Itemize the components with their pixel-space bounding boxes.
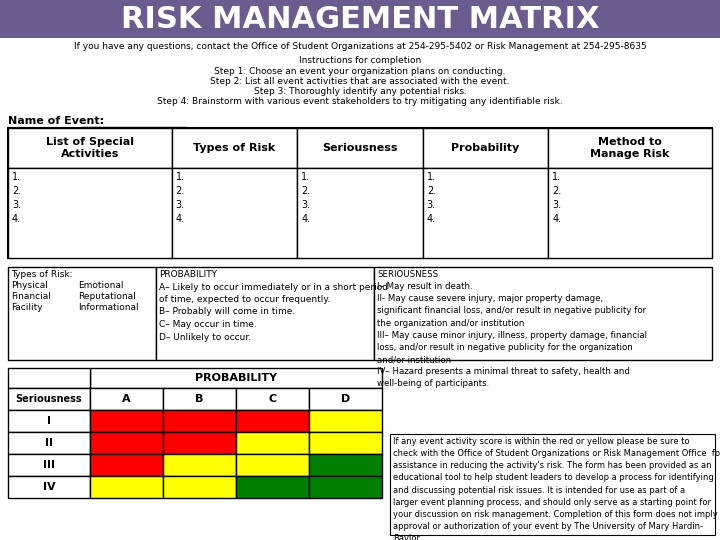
- Text: Probability: Probability: [451, 143, 520, 153]
- Text: SERIOUSNESS
I– May result in death.
II- May cause severe injury, major property : SERIOUSNESS I– May result in death. II- …: [377, 270, 647, 388]
- Bar: [423, 168, 549, 258]
- Bar: [8, 388, 90, 410]
- Text: B: B: [195, 394, 204, 404]
- Bar: [163, 476, 236, 498]
- Bar: [8, 267, 156, 360]
- Bar: [236, 454, 309, 476]
- Text: Step 3: Thoroughly identify any potential risks.: Step 3: Thoroughly identify any potentia…: [253, 87, 467, 96]
- Bar: [163, 454, 236, 476]
- Bar: [8, 128, 171, 168]
- Text: RISK MANAGEMENT MATRIX: RISK MANAGEMENT MATRIX: [121, 4, 599, 33]
- Text: If you have any questions, contact the Office of Student Organizations at 254-29: If you have any questions, contact the O…: [73, 42, 647, 51]
- Bar: [163, 432, 236, 454]
- Bar: [236, 388, 309, 410]
- Text: II: II: [45, 438, 53, 448]
- Bar: [297, 128, 423, 168]
- Bar: [297, 168, 423, 258]
- Bar: [309, 388, 382, 410]
- Text: I: I: [47, 416, 51, 426]
- Bar: [90, 388, 163, 410]
- Bar: [8, 410, 90, 432]
- Text: Emotional: Emotional: [78, 281, 124, 290]
- Text: PROBABILITY
A– Likely to occur immediately or in a short period
of time, expecte: PROBABILITY A– Likely to occur immediate…: [159, 270, 388, 341]
- Bar: [8, 432, 90, 454]
- Text: Types of Risk: Types of Risk: [193, 143, 276, 153]
- Text: Name of Event:: Name of Event:: [8, 116, 104, 126]
- Text: Instructions for completion: Instructions for completion: [299, 56, 421, 65]
- Text: 1.
2.
3.
4.: 1. 2. 3. 4.: [12, 172, 22, 224]
- Text: C: C: [269, 394, 276, 404]
- Bar: [171, 128, 297, 168]
- Text: 1.
2.
3.
4.: 1. 2. 3. 4.: [176, 172, 185, 224]
- Text: 1.
2.
3.
4.: 1. 2. 3. 4.: [552, 172, 562, 224]
- Bar: [8, 168, 171, 258]
- Bar: [8, 454, 90, 476]
- Bar: [549, 168, 712, 258]
- Text: Seriousness: Seriousness: [323, 143, 397, 153]
- Bar: [8, 128, 712, 258]
- Text: Seriousness: Seriousness: [16, 394, 82, 404]
- Bar: [309, 476, 382, 498]
- Bar: [90, 454, 163, 476]
- Text: IV: IV: [42, 482, 55, 492]
- Bar: [309, 454, 382, 476]
- Text: Reputational: Reputational: [78, 292, 136, 301]
- Text: Step 1: Choose an event your organization plans on conducting.: Step 1: Choose an event your organizatio…: [215, 67, 505, 76]
- Bar: [549, 128, 712, 168]
- Bar: [163, 388, 236, 410]
- Text: Facility: Facility: [11, 303, 42, 312]
- Bar: [236, 476, 309, 498]
- Text: If any event activity score is within the red or yellow please be sure to
check : If any event activity score is within th…: [393, 437, 720, 540]
- Bar: [423, 128, 549, 168]
- Bar: [90, 410, 163, 432]
- Bar: [390, 434, 715, 535]
- Bar: [236, 410, 309, 432]
- Bar: [374, 267, 712, 360]
- Bar: [90, 476, 163, 498]
- Bar: [156, 267, 374, 360]
- Bar: [90, 368, 382, 388]
- Bar: [309, 410, 382, 432]
- Bar: [309, 432, 382, 454]
- Bar: [163, 410, 236, 432]
- Text: Step 2: List all event activities that are associated with the event.: Step 2: List all event activities that a…: [210, 77, 510, 86]
- Text: PROBABILITY: PROBABILITY: [195, 373, 277, 383]
- Text: Step 4: Brainstorm with various event stakeholders to try mitigating any identif: Step 4: Brainstorm with various event st…: [157, 97, 563, 106]
- Text: A: A: [122, 394, 131, 404]
- Text: Method to
Manage Risk: Method to Manage Risk: [590, 137, 670, 159]
- Text: Informational: Informational: [78, 303, 139, 312]
- Bar: [8, 476, 90, 498]
- Text: 1.
2.
3.
4.: 1. 2. 3. 4.: [427, 172, 436, 224]
- Text: List of Special
Activities: List of Special Activities: [46, 137, 134, 159]
- Text: 1.
2.
3.
4.: 1. 2. 3. 4.: [301, 172, 310, 224]
- Text: III: III: [43, 460, 55, 470]
- Bar: [8, 368, 90, 388]
- Text: Physical: Physical: [11, 281, 48, 290]
- Text: Financial: Financial: [11, 292, 51, 301]
- Bar: [0, 0, 720, 38]
- Bar: [90, 432, 163, 454]
- Text: D: D: [341, 394, 350, 404]
- Text: Types of Risk:: Types of Risk:: [11, 270, 73, 279]
- Bar: [171, 168, 297, 258]
- Bar: [236, 432, 309, 454]
